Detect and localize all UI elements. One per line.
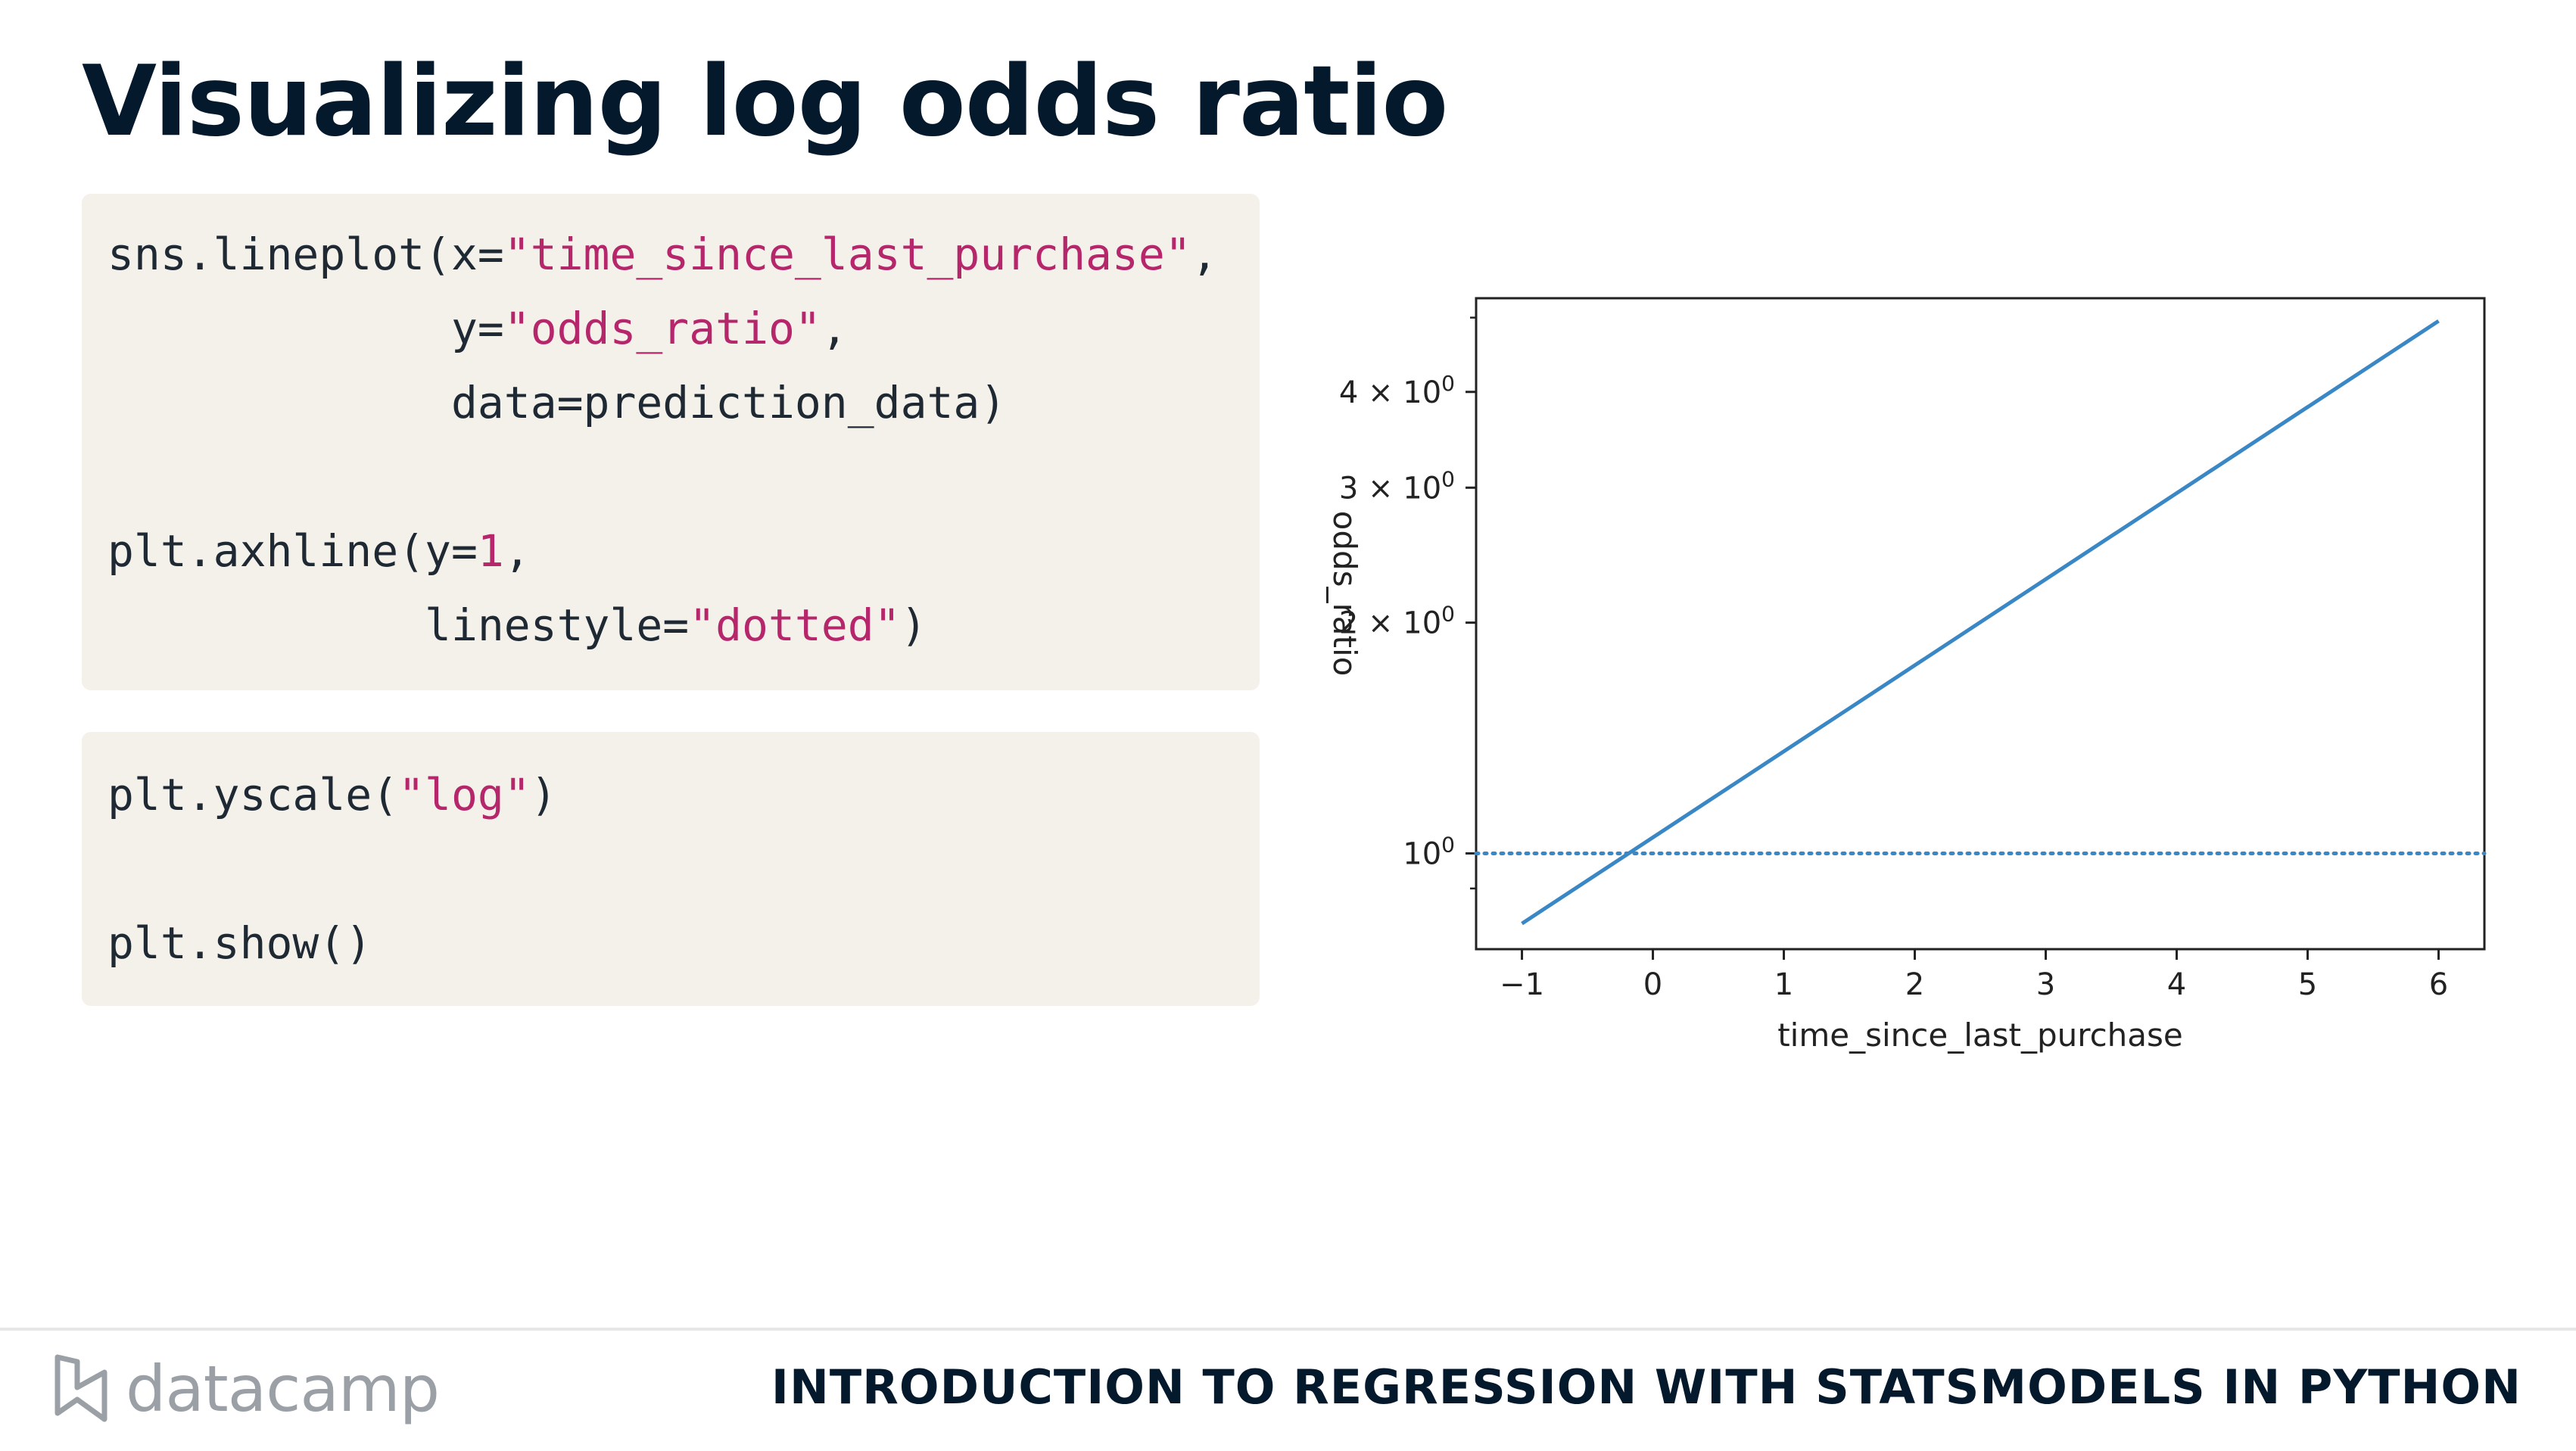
code-line: plt.axhline(y=1, — [107, 525, 531, 578]
code-string: "log" — [398, 769, 531, 820]
footer-divider — [0, 1328, 2576, 1331]
code-text: ) — [900, 599, 927, 651]
x-axis-title: time_since_last_purchase — [1777, 1017, 2183, 1054]
code-line: sns.lineplot(x="time_since_last_purchase… — [107, 228, 1218, 281]
code-number: 1 — [477, 525, 504, 577]
code-text: plt.axhline(y= — [107, 525, 478, 577]
code-text: plt.show() — [107, 917, 372, 969]
code-line: data=prediction_data) — [107, 376, 1006, 429]
y-tick-label: 100 — [1403, 832, 1455, 871]
x-tick-label: 0 — [1643, 967, 1662, 1002]
course-title: INTRODUCTION TO REGRESSION WITH STATSMOD… — [771, 1359, 2521, 1415]
code-text: , — [1191, 229, 1218, 280]
code-line: linestyle="dotted") — [107, 599, 927, 652]
datacamp-logo: datacamp — [51, 1347, 440, 1431]
code-line: plt.yscale("log") — [107, 768, 557, 821]
code-text: , — [503, 525, 531, 577]
code-text: linestyle= — [107, 599, 690, 651]
odds-ratio-line — [1521, 319, 2440, 926]
code-string: "dotted" — [689, 599, 901, 651]
x-tick-label: 1 — [1774, 967, 1793, 1002]
brand-name: datacamp — [126, 1352, 440, 1426]
code-line: plt.show() — [107, 917, 372, 970]
code-block-lineplot: sns.lineplot(x="time_since_last_purchase… — [82, 194, 1260, 690]
slide-title: Visualizing log odds ratio — [82, 45, 1448, 158]
code-text: plt.yscale( — [107, 769, 399, 820]
y-tick-label: 4 × 100 — [1339, 371, 1455, 410]
odds-ratio-line-chart: −1 0 1 2 3 4 5 6 100 2 × 100 3 × 100 4 × 100 time_si… — [1326, 297, 2487, 1054]
x-tick-label: 3 — [2036, 967, 2055, 1002]
y-axis-title: odds_ratio — [1326, 511, 1363, 677]
x-tick-label: 2 — [1905, 967, 1924, 1002]
x-tick-label: −1 — [1500, 967, 1544, 1002]
code-block-yscale: plt.yscale("log") plt.show() — [82, 732, 1260, 1006]
code-string: "odds_ratio" — [503, 303, 821, 354]
datacamp-logo-icon — [55, 1354, 107, 1422]
code-text: y= — [107, 303, 504, 354]
x-tick-label: 5 — [2298, 967, 2317, 1002]
code-line: y="odds_ratio", — [107, 302, 848, 355]
code-text: ) — [530, 769, 557, 820]
code-text: sns.lineplot(x= — [107, 229, 504, 280]
y-tick-label: 3 × 100 — [1339, 466, 1455, 506]
code-string: "time_since_last_purchase" — [503, 229, 1191, 280]
x-tick-label: 4 — [2167, 967, 2186, 1002]
code-text: , — [821, 303, 848, 354]
x-tick-label: 6 — [2429, 967, 2448, 1002]
code-text: data=prediction_data) — [107, 377, 1007, 428]
y-tick-label: 2 × 100 — [1339, 602, 1455, 641]
